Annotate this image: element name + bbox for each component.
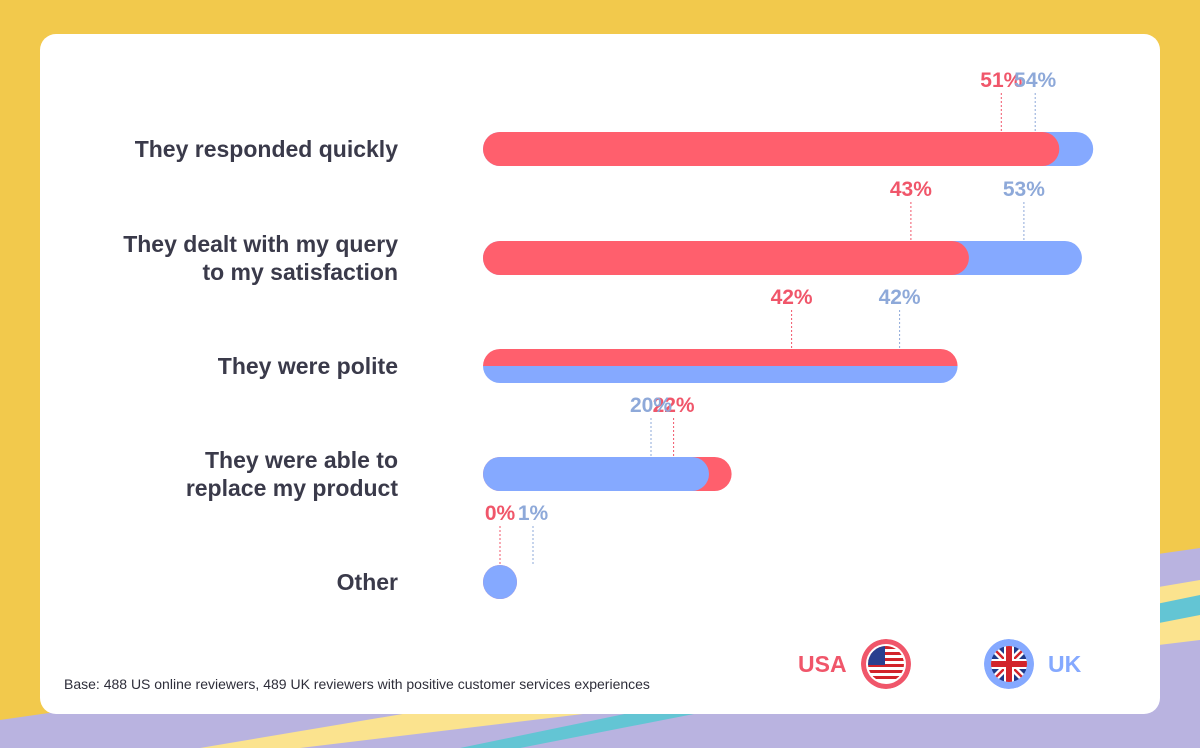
value-label-uk: 53%	[1003, 178, 1045, 201]
legend-usa-label: USA	[798, 650, 847, 677]
legend-usa: USA	[798, 639, 911, 689]
value-label-usa: 43%	[890, 178, 932, 201]
value-label-usa: 51%	[980, 69, 1022, 92]
bar-uk	[483, 457, 709, 491]
value-label-usa: 42%	[771, 286, 813, 309]
value-label-uk: 1%	[518, 502, 549, 525]
value-label-uk: 54%	[1014, 69, 1056, 92]
legend-uk: UK	[984, 639, 1081, 689]
bar-usa	[483, 132, 1060, 166]
bar-chart: They responded quickly 51%54% They dealt w…	[123, 69, 1094, 599]
value-label-uk: 42%	[879, 286, 921, 309]
category-label: They were polite	[218, 353, 398, 379]
value-label-usa: 22%	[653, 394, 695, 417]
category-label: They dealt with my query to my satisfacti…	[123, 231, 398, 285]
bar-usa	[483, 349, 958, 366]
bar-usa	[483, 241, 969, 275]
category-label: Other	[337, 569, 398, 595]
category-label: They responded quickly	[135, 136, 398, 162]
us-flag-icon	[860, 639, 911, 689]
legend-uk-label: UK	[1048, 650, 1082, 677]
category-label: They were able to replace my product	[186, 447, 399, 501]
base-footnote: Base: 488 US online reviewers, 489 UK re…	[64, 676, 650, 692]
bar-uk	[483, 366, 958, 383]
bar-uk	[483, 565, 517, 599]
uk-flag-icon	[984, 639, 1034, 689]
value-label-usa: 0%	[485, 502, 516, 525]
chart-card: They responded quickly 51% 54% They dealt w…	[40, 34, 1160, 714]
value-label-uk: 20%	[630, 394, 672, 417]
